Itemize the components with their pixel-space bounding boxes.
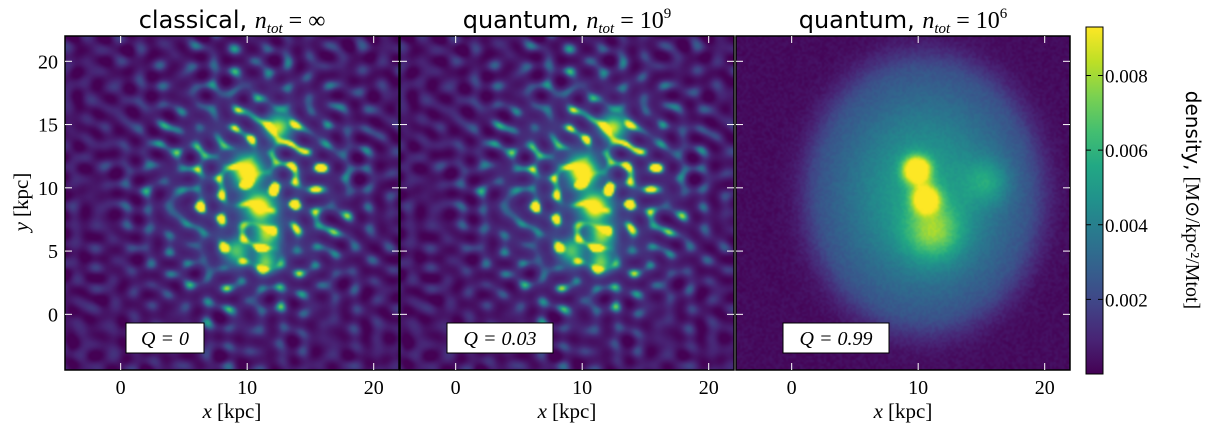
x-tick-label: 10 [908,377,928,399]
panel-quantum-1e9: quantum, ntot = 109 0 10 20 Q = 0.03 x [kpc… [399,6,735,423]
colorbar: 0.002 0.004 0.006 0.008 density,[M⊙/kpc²/Mt… [1085,26,1205,375]
axes-frame [64,35,400,371]
x-tick-label: 10 [237,377,257,399]
colorbar-ticks: 0.002 0.004 0.006 0.008 [1086,67,1148,311]
x-tick-label: 0 [787,377,797,399]
panel-title: quantum, ntot = 109 [463,6,672,37]
x-tick-label: 20 [1035,377,1055,399]
heatmap-quantum-1e9 [400,36,734,370]
heatmap-quantum-1e6 [736,36,1070,370]
colorbar-gradient [1085,26,1104,375]
colorbar-tick-label: 0.002 [1105,290,1148,311]
colorbar-label: density,[M⊙/kpc²/Mtot] [1181,91,1205,309]
axes-ticks-quantum-1e9: 0 10 20 [399,35,735,399]
x-tick-label: 10 [572,377,592,399]
x-axis-label: x [kpc] [537,399,597,423]
x-axis-label: x [kpc] [873,399,933,423]
axes-ticks-quantum-1e6: 0 10 20 [735,35,1071,399]
colorbar-tick-label: 0.004 [1105,216,1148,237]
x-axis-label: x [kpc] [202,399,262,423]
x-tick-label: 20 [364,377,384,399]
heatmap-classical [65,36,399,370]
colorbar-tick-label: 0.006 [1105,141,1148,162]
annotation-box: Q = 0.99 [782,322,890,354]
panel-title: quantum, ntot = 106 [799,6,1008,37]
x-tick-label: 0 [116,377,126,399]
x-tick-label: 20 [699,377,719,399]
annotation-label: Q = 0.99 [800,328,873,350]
annotation-box: Q = 0.03 [446,322,554,354]
axes-frame [399,35,735,371]
y-tick-label: 10 [38,178,58,200]
axes-ticks-classical: 0 10 20 0 5 10 15 20 [38,35,400,399]
annotation-label: Q = 0.03 [464,328,537,350]
annotation-label: Q = 0 [141,328,189,350]
x-tick-label: 0 [451,377,461,399]
panel-quantum-1e6: quantum, ntot = 106 0 10 20 Q = 0.99 x [kpc… [735,6,1071,423]
axes-frame [735,35,1071,371]
y-axis-label: y[kpc] [9,173,33,234]
y-tick-label: 0 [48,304,58,326]
panel-title: classical, ntot = ∞ [139,6,326,37]
annotation-box: Q = 0 [125,322,205,354]
y-tick-label: 5 [48,241,58,263]
y-tick-label: 20 [38,51,58,73]
y-tick-label: 15 [38,115,58,137]
colorbar-tick-label: 0.008 [1105,67,1148,88]
